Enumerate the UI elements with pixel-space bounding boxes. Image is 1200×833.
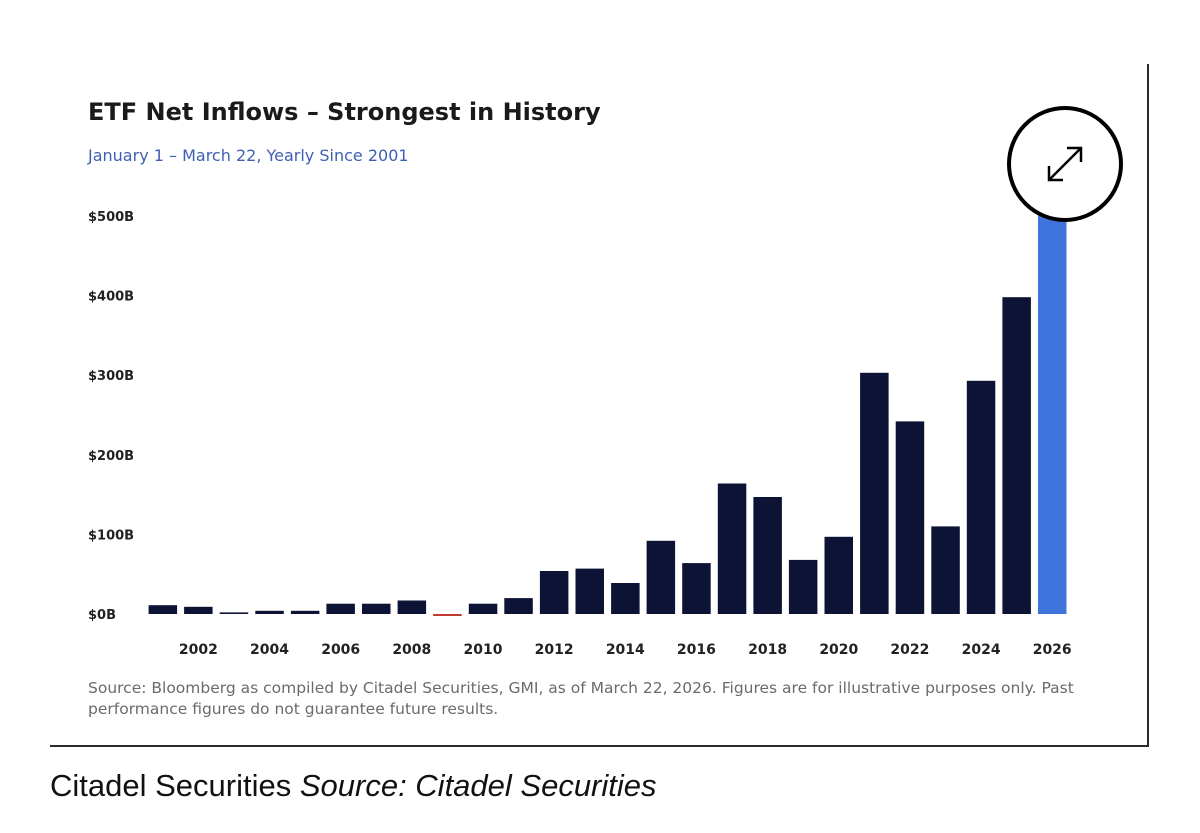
y-tick-label: $0B	[88, 608, 116, 623]
bar-2003	[219, 612, 249, 614]
x-tick-label: 2008	[392, 642, 431, 658]
chart-title: ETF Net Inflows – Strongest in History	[88, 98, 601, 126]
x-tick-label: 2020	[819, 642, 858, 658]
x-tick-label: 2004	[250, 642, 289, 658]
bar-2008	[397, 600, 427, 614]
chart-card: ETF Net Inflows – Strongest in History J…	[50, 64, 1149, 747]
x-axis-ticks: 2002 2004 2006 2008 2010 2012 2014 2016 2018 2020…	[179, 642, 1072, 658]
bar-2010	[468, 603, 498, 614]
bar-2019	[788, 559, 818, 614]
bar-2021	[860, 372, 889, 614]
expand-button[interactable]	[1007, 106, 1123, 222]
bar-2011	[504, 598, 533, 614]
x-tick-label: 2012	[535, 642, 574, 658]
bar-chart: $0B$100B$200B$300B$400B$500B 2002 2004 200…	[88, 200, 1072, 658]
bar-2007	[362, 603, 391, 614]
bar-2005	[290, 610, 320, 614]
bar-2016	[682, 563, 711, 614]
chart-subtitle: January 1 – March 22, Yearly Since 2001	[88, 146, 409, 165]
image-caption: Citadel Securities Source: Citadel Secur…	[50, 768, 657, 804]
y-tick-label: $400B	[88, 290, 134, 305]
bar-2015	[646, 540, 676, 614]
bar-2006	[326, 603, 355, 614]
x-tick-label: 2016	[677, 642, 716, 658]
x-tick-label: 2024	[962, 642, 1001, 658]
x-tick-label: 2022	[890, 642, 929, 658]
bar-2002	[184, 606, 213, 614]
expand-arrows-icon	[1047, 146, 1083, 182]
x-tick-label: 2018	[748, 642, 787, 658]
bar-2023	[931, 526, 960, 614]
bar-2012	[539, 571, 569, 614]
x-tick-label: 2010	[464, 642, 503, 658]
bar-2018	[753, 497, 782, 614]
bar-2004	[255, 610, 284, 614]
y-tick-label: $200B	[88, 449, 134, 464]
bar-2024	[966, 380, 996, 614]
bar-2026	[1038, 200, 1067, 614]
x-tick-label: 2026	[1033, 642, 1072, 658]
y-tick-label: $300B	[88, 369, 134, 384]
caption-text: Citadel Securities	[50, 768, 292, 803]
y-tick-label: $100B	[88, 528, 134, 543]
source-note: Source: Bloomberg as compiled by Citadel…	[88, 679, 1074, 718]
bar-2001	[148, 605, 178, 614]
bar-2020	[824, 536, 853, 614]
bar-2009	[433, 614, 462, 616]
x-tick-label: 2006	[321, 642, 360, 658]
y-axis-ticks: $0B $100B $200B $300B $400B $500B	[88, 210, 134, 623]
bar-2022	[895, 421, 925, 614]
bar-2017	[717, 483, 747, 614]
y-tick-label: $500B	[88, 210, 134, 225]
bar-2013	[575, 568, 604, 614]
caption-source: Source: Citadel Securities	[299, 768, 657, 803]
bars	[148, 200, 1067, 616]
bar-2025	[1002, 297, 1031, 614]
bar-2014	[611, 583, 640, 614]
x-tick-label: 2002	[179, 642, 218, 658]
x-tick-label: 2014	[606, 642, 645, 658]
